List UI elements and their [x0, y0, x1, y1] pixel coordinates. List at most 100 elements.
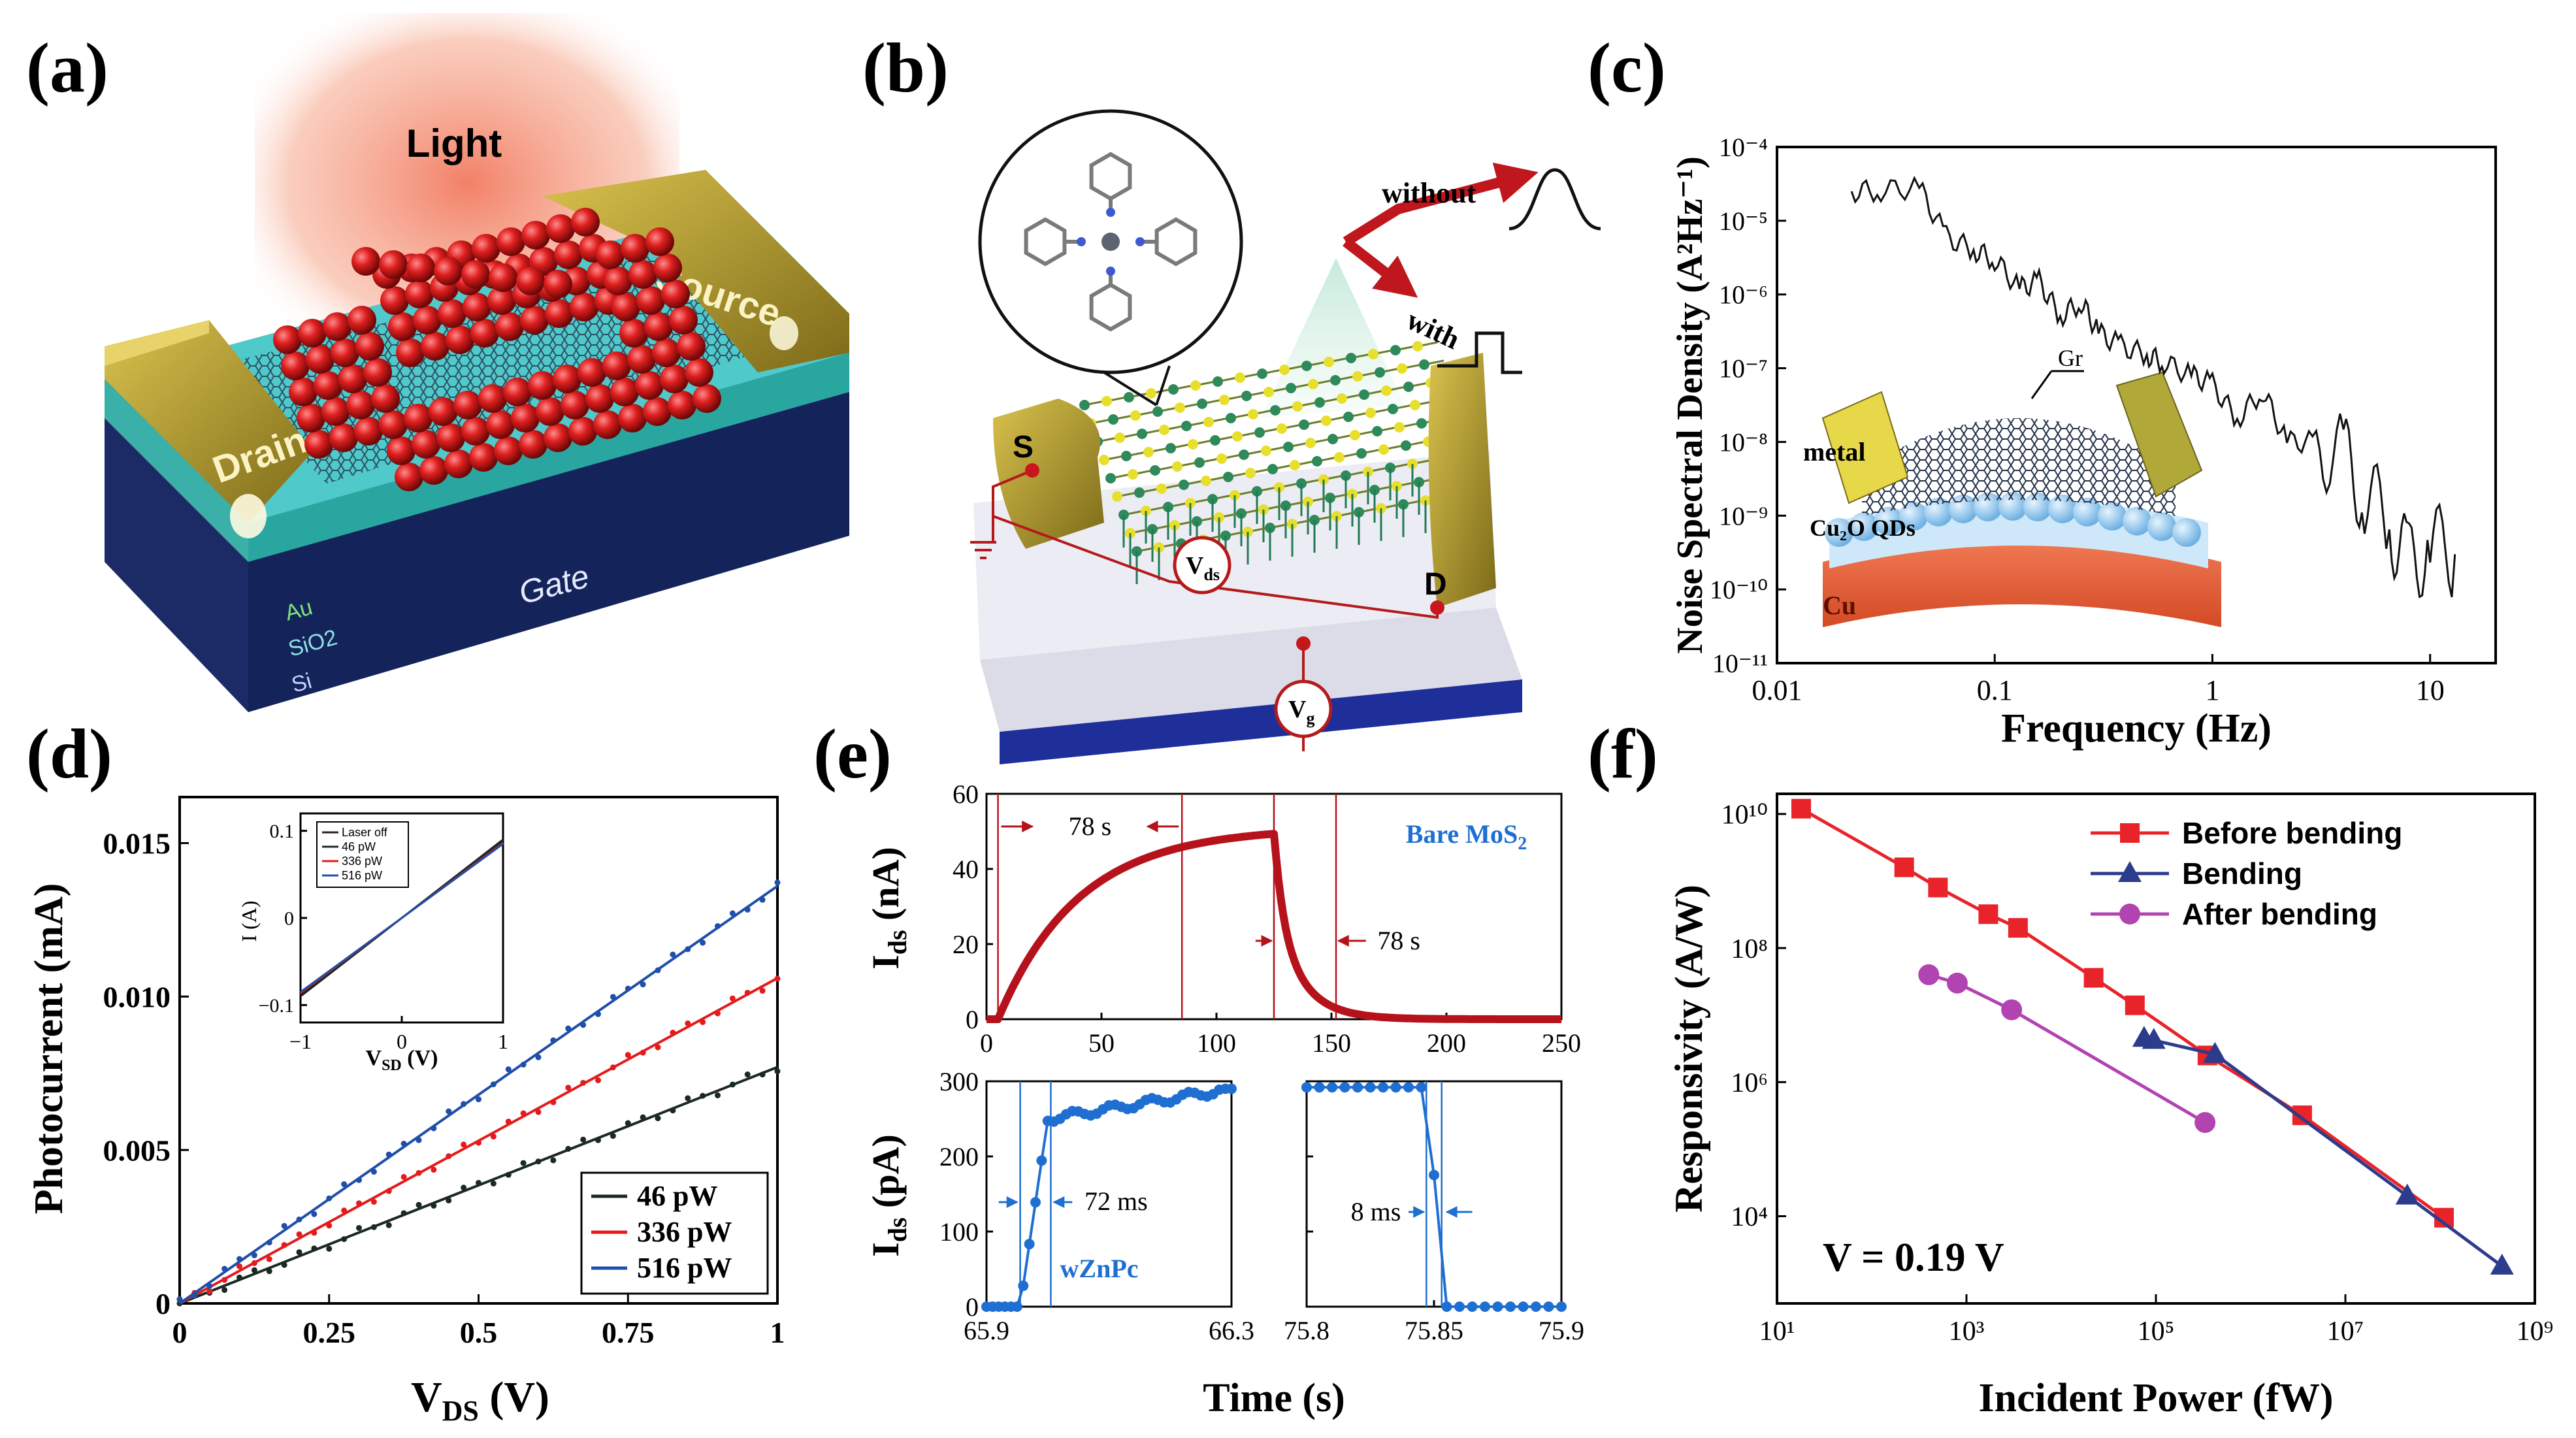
lattice-atom	[1213, 376, 1223, 387]
d-data-point	[610, 1064, 616, 1071]
lattice-atom	[1168, 384, 1179, 395]
d-data-point	[416, 1137, 422, 1143]
lattice-atom	[1330, 375, 1341, 385]
e-br-point	[1492, 1301, 1503, 1312]
cu2o-qd	[1874, 506, 1903, 536]
e-bl-x-tick: 66.3	[1209, 1316, 1254, 1345]
light-cone	[1261, 258, 1405, 418]
d-data-point	[610, 1133, 616, 1139]
lattice-atom	[1245, 468, 1256, 478]
c-inset-illustration: metal Cu₂O QDs Cu Gr	[1803, 345, 2221, 627]
d-data-point	[446, 1197, 452, 1203]
lattice-atom	[1121, 451, 1132, 461]
d-data-point	[446, 1108, 452, 1115]
d-legend-label: 516 pW	[637, 1252, 732, 1284]
qd-sphere	[412, 430, 440, 459]
d-data-point	[580, 1022, 587, 1028]
qd-sphere	[660, 365, 689, 393]
lattice-atom	[1130, 410, 1141, 421]
d-inset-y-tick: −0.1	[259, 995, 294, 1017]
qd-sphere	[618, 404, 647, 433]
f-y-tick: 10⁸	[1731, 934, 1768, 964]
f-point-before	[1978, 904, 1998, 924]
lattice-atom	[1305, 438, 1316, 448]
d-data-point	[520, 1062, 527, 1068]
panel-f-responsivity-chart: (f) 10¹ 10³ 10⁵ 10⁷ 10⁹ 10⁴ 10⁶ 10⁸ 10¹⁰ Before …	[1588, 715, 2553, 1420]
lattice-atom	[1346, 353, 1356, 363]
e-br-time: 8 ms	[1351, 1197, 1401, 1226]
d-data-point	[700, 940, 706, 946]
qd-sphere	[297, 404, 325, 433]
c-plot-frame	[1776, 146, 2497, 664]
cu2o-qd	[2147, 512, 2176, 542]
lattice-atom	[1128, 469, 1138, 480]
d-data-point	[535, 1158, 542, 1165]
qd-sphere	[497, 227, 525, 256]
panel-d-photocurrent-chart: (d) 0 0.25 0.5 0.75 1 0 0.005 0.010 0.015 −1 0 1 −0…	[26, 715, 785, 1427]
qd-sphere	[338, 365, 367, 393]
lattice-atom	[1394, 422, 1405, 433]
d-data-point	[326, 1222, 333, 1229]
s-terminal: S	[1013, 430, 1034, 465]
lattice-atom	[1257, 368, 1267, 379]
d-data-point	[461, 1185, 467, 1191]
d-inset-x-tick: 0	[397, 1030, 407, 1053]
d-data-point	[416, 1169, 422, 1176]
d-data-point	[176, 1296, 183, 1303]
d-data-point	[759, 896, 766, 903]
e-top-x-tick: 50	[1088, 1028, 1115, 1058]
d-data-point	[341, 1236, 348, 1243]
lattice-atom	[1232, 431, 1243, 442]
qd-sphere	[545, 299, 574, 328]
qd-sphere	[388, 312, 417, 341]
d-data-point	[266, 1256, 272, 1262]
f-point-before	[1894, 857, 1914, 877]
d-legend-label: 336 pW	[637, 1216, 732, 1248]
qd-sphere	[314, 371, 342, 400]
d-data-point	[729, 995, 736, 1002]
d-data-point	[236, 1256, 242, 1262]
d-data-point	[296, 1249, 302, 1256]
d-data-point	[625, 1120, 631, 1126]
qd-sphere	[348, 306, 376, 335]
lattice-atom	[1264, 387, 1274, 397]
e-br-point	[1429, 1169, 1439, 1181]
cu2o-qd	[2172, 518, 2201, 547]
d-data-point	[400, 1210, 407, 1217]
mos2-lattice	[1079, 341, 1490, 584]
f-point-bending	[2490, 1253, 2514, 1275]
drain-glow	[230, 494, 267, 538]
lattice-atom	[1146, 388, 1156, 399]
light-label: Light	[406, 122, 502, 165]
c-y-tick: 10⁻¹⁰	[1710, 575, 1768, 604]
c-noise-series	[1850, 175, 2456, 598]
lattice-atom	[1343, 412, 1354, 422]
f-point-after	[2001, 999, 2023, 1021]
panel-b-label: (b)	[862, 29, 949, 107]
qd-sphere	[419, 456, 448, 485]
lattice-atom	[1179, 480, 1189, 490]
d-data-point	[580, 1136, 587, 1143]
f-y-tick: 10⁶	[1731, 1068, 1768, 1098]
c-y-tick: 10⁻⁸	[1719, 427, 1768, 457]
d-data-point	[251, 1252, 257, 1258]
qd-sphere	[652, 338, 681, 367]
d-data-point	[729, 1081, 736, 1088]
e-top-y-tick: 40	[953, 855, 979, 884]
d-data-point	[640, 1049, 646, 1056]
d-data-point	[640, 1114, 646, 1120]
qd-sphere	[544, 270, 572, 299]
d-data-point	[715, 1010, 721, 1017]
lattice-atom	[1381, 385, 1392, 396]
d-data-point	[251, 1267, 257, 1273]
d-data-point	[490, 1081, 497, 1088]
e-top-x-tick: 200	[1427, 1028, 1466, 1058]
qd-sphere	[463, 293, 491, 321]
graphene-c	[1862, 418, 2176, 516]
lattice-atom	[1403, 382, 1414, 392]
e-bl-frame	[985, 1080, 1233, 1308]
d-data-point	[550, 1037, 557, 1043]
qd-sphere	[578, 358, 606, 387]
e-b-y-tick: 300	[939, 1067, 979, 1096]
